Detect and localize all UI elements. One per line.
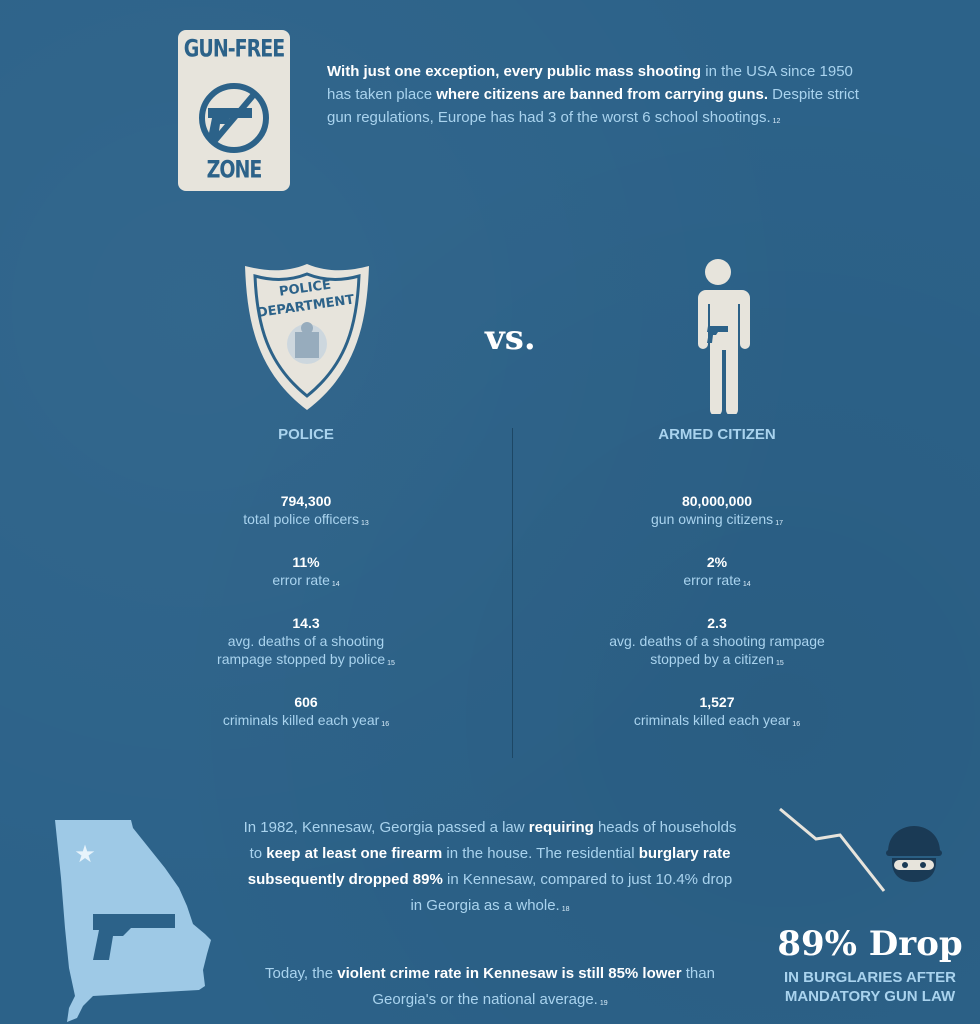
drop-headline: 89% Drop: [777, 924, 963, 964]
bold-span: violent crime rate in Kennesaw is still …: [337, 965, 682, 982]
police-stats: 794,300 total police officers 13 11% erro…: [176, 492, 436, 754]
text-span: In 1982, Kennesaw, Georgia passed a law: [243, 819, 529, 836]
police-title: POLICE: [278, 426, 334, 443]
citizen-stat: 2.3 avg. deaths of a shooting rampage st…: [587, 614, 847, 672]
kennesaw-paragraph-2: Today, the violent crime rate in Kennesa…: [240, 961, 740, 1016]
footnote-ref: 16: [792, 721, 801, 728]
footnote-ref: 13: [360, 520, 369, 527]
footnote-ref: 12: [772, 118, 781, 125]
intro-text-4: Despite strict gun regulations, Europe h…: [327, 86, 859, 126]
stat-label: total police officers: [243, 511, 359, 527]
georgia-map-icon: ★: [55, 820, 211, 1022]
police-stat: 14.3 avg. deaths of a shooting rampage s…: [176, 614, 436, 672]
gun-free-zone-sign: GUN-FREE ZONE: [178, 30, 290, 191]
column-divider: [512, 428, 513, 758]
stat-value: 14.3: [292, 615, 320, 631]
bold-span: requiring: [528, 819, 594, 836]
footnote-ref: 19: [599, 1000, 608, 1007]
badge-line1: POLICE: [278, 278, 332, 300]
stat-value: 794,300: [280, 493, 332, 509]
intro-text-2: in the USA since 1950 has taken place: [327, 63, 853, 103]
text-span: than Georgia's or the national average.: [372, 965, 715, 1008]
declining-trend-line: [779, 807, 886, 892]
footnote-ref: 14: [742, 581, 751, 588]
text-span: Today, the: [265, 965, 338, 982]
no-gun-icon: [199, 83, 269, 153]
footnote-ref: 15: [775, 660, 784, 667]
star-icon: ★: [74, 840, 96, 868]
stat-value: 2.3: [707, 615, 727, 631]
footnote-ref: 16: [381, 721, 390, 728]
citizen-stat: 80,000,000 gun owning citizens 17: [587, 492, 847, 532]
bold-span: keep at least one firearm: [266, 845, 443, 862]
kennesaw-paragraph-1: In 1982, Kennesaw, Georgia passed a law …: [240, 815, 740, 922]
sign-bottom-text: ZONE: [206, 156, 263, 184]
intro-bold-3: where citizens are banned from carrying …: [436, 86, 769, 103]
text-span: in the house. The residential: [442, 845, 639, 862]
footnote-ref: 15: [387, 660, 395, 667]
stat-label: error rate: [683, 572, 741, 588]
armed-citizen-icon: [694, 259, 750, 414]
stat-value: 606: [294, 694, 318, 710]
vs-label: vs.: [485, 318, 536, 358]
sign-top-text: GUN-FREE: [183, 35, 285, 63]
stat-label: avg. deaths of a shooting rampage stoppe…: [217, 633, 386, 667]
intro-paragraph: With just one exception, every public ma…: [327, 60, 867, 132]
footnote-ref: 18: [561, 906, 570, 913]
stat-label: avg. deaths of a shooting rampage stoppe…: [609, 633, 825, 667]
drop-sub-line-2: MANDATORY GUN LAW: [784, 988, 956, 1005]
police-badge-icon: POLICE DEPARTMENT: [245, 264, 369, 410]
citizen-stat: 1,527 criminals killed each year 16: [587, 693, 847, 733]
police-stat: 606 criminals killed each year 16: [176, 693, 436, 733]
footnote-ref: 14: [331, 581, 340, 588]
police-stat: 11% error rate 14: [176, 553, 436, 593]
stat-value: 1,527: [699, 694, 735, 710]
badge-emblem: [287, 322, 327, 364]
burglary-drop-callout: 89% Drop IN BURGLARIES AFTER MANDATORY G…: [760, 924, 980, 1006]
text-span: heads of households to: [249, 819, 737, 862]
citizen-title: ARMED CITIZEN: [658, 426, 776, 443]
burglar-icon: [886, 826, 942, 882]
stat-value: 2%: [706, 554, 728, 570]
police-stat: 794,300 total police officers 13: [176, 492, 436, 532]
drop-sub-line-1: IN BURGLARIES AFTER: [784, 969, 956, 986]
citizen-stats: 80,000,000 gun owning citizens 17 2% erro…: [587, 492, 847, 754]
stat-label: error rate: [272, 572, 330, 588]
stat-value: 11%: [292, 554, 320, 570]
handgun-icon: [707, 326, 728, 343]
stat-label: gun owning citizens: [651, 511, 774, 527]
intro-bold-1: With just one exception, every public ma…: [327, 63, 702, 80]
handgun-icon: [93, 914, 175, 960]
stat-label: criminals killed each year: [633, 712, 791, 728]
citizen-stat: 2% error rate 14: [587, 553, 847, 593]
stat-label: criminals killed each year: [222, 712, 380, 728]
text-span: in Kennesaw, compared to just 10.4% drop…: [410, 871, 733, 914]
bold-span: burglary rate subsequently dropped 89%: [247, 845, 731, 888]
stat-value: 80,000,000: [681, 493, 753, 509]
footnote-ref: 17: [775, 520, 783, 527]
